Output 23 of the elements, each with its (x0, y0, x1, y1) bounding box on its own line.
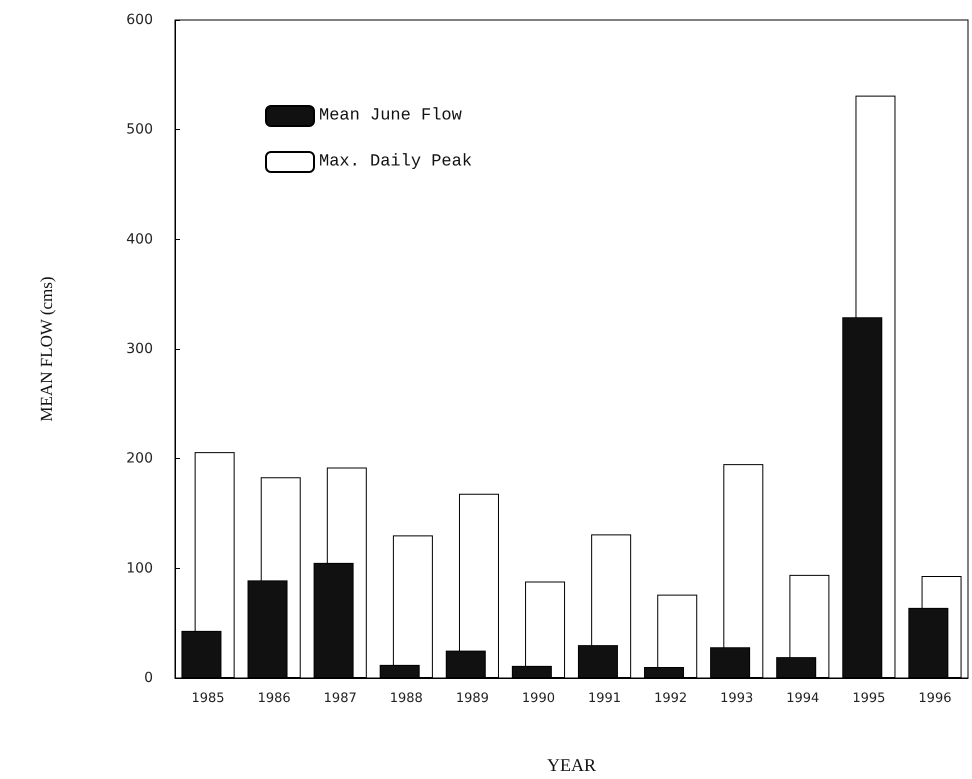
x-tick-label: 1996 (918, 691, 952, 706)
x-tick-label: 1993 (720, 691, 754, 706)
legend-label: Mean June Flow (319, 106, 463, 126)
legend-label: Max. Daily Peak (319, 152, 472, 172)
y-tick-label: 200 (126, 450, 153, 467)
x-tick-label: 1994 (786, 691, 820, 706)
x-tick-label: 1990 (522, 691, 556, 706)
x-tick-label: 1989 (456, 691, 489, 706)
y-axis-title: MEAN FLOW (cms) (37, 276, 56, 422)
x-axis-title: YEAR (547, 755, 596, 775)
y-tick-label: 600 (126, 12, 153, 28)
y-tick-label: 400 (126, 231, 153, 248)
y-tick-label: 500 (126, 122, 153, 138)
x-tick-label: 1988 (390, 691, 423, 706)
x-tick-label: 1986 (258, 691, 291, 706)
x-tick-label: 1987 (324, 691, 357, 706)
x-tick-label: 1995 (852, 691, 886, 706)
x-tick-label: 1991 (588, 691, 622, 706)
y-tick-label: 100 (126, 560, 153, 576)
x-tick-label: 1985 (191, 691, 225, 706)
x-tick-label: 1992 (654, 691, 688, 706)
y-tick-label: 300 (126, 341, 153, 357)
y-tick-label: 0 (144, 670, 153, 686)
